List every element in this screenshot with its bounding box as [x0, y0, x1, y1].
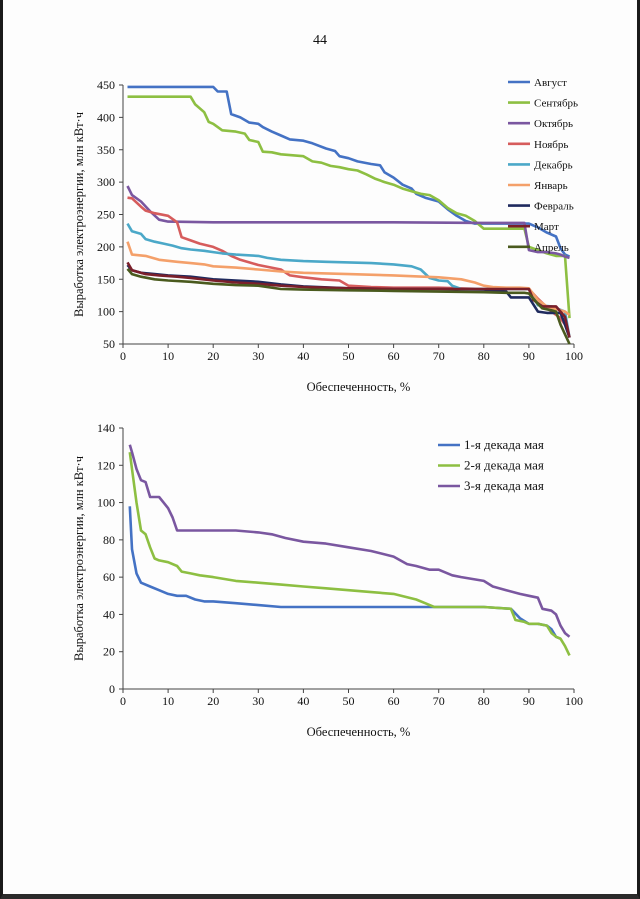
x-axis-title: Обеспеченность, %	[307, 380, 411, 394]
x-tick-label: 90	[523, 349, 535, 363]
legend-label-1: 1-я декада мая	[464, 437, 544, 452]
x-tick-label: 90	[523, 694, 535, 708]
x-tick-label: 20	[207, 694, 219, 708]
y-tick-label: 150	[97, 272, 115, 286]
x-tick-label: 20	[207, 349, 219, 363]
y-tick-label: 250	[97, 208, 115, 222]
y-tick-label: 50	[103, 337, 115, 351]
x-tick-label: 60	[388, 349, 400, 363]
x-tick-label: 10	[162, 349, 174, 363]
y-tick-label: 0	[109, 682, 115, 696]
series-line-3	[128, 444, 571, 638]
page-number: 44	[313, 33, 327, 48]
series-line-3	[126, 185, 570, 260]
legend-label-5: Декабрь	[534, 159, 573, 171]
legend-label-3: 3-я декада мая	[464, 478, 544, 493]
y-tick-label: 100	[97, 305, 115, 319]
legend-label-7: Февраль	[534, 201, 574, 213]
x-tick-label: 80	[478, 694, 490, 708]
y-tick-label: 20	[103, 645, 115, 659]
y-tick-label: 140	[97, 421, 115, 435]
x-tick-label: 0	[120, 694, 126, 708]
legend-label-9: Апрель	[534, 242, 569, 254]
chart-monthly-generation: 50 100 150 200 250 300 350 400 450 0 10 20 30 40 50 60 7…	[72, 77, 583, 394]
legend-label-6: Январь	[534, 180, 568, 192]
x-tick-label: 60	[388, 694, 400, 708]
x-tick-label: 100	[565, 349, 583, 363]
series-line-6	[126, 241, 571, 316]
y-tick-label: 40	[103, 607, 115, 621]
y-tick-label: 400	[97, 110, 115, 124]
legend-label-2: 2-я декада мая	[464, 458, 544, 473]
x-tick-label: 80	[478, 349, 490, 363]
x-tick-label: 70	[433, 694, 445, 708]
x-tick-label: 50	[343, 694, 355, 708]
y-tick-label: 120	[97, 458, 115, 472]
series-line-4	[127, 196, 571, 338]
y-axis-title: Выработка электроэнергии, млн кВт·ч	[72, 456, 86, 661]
x-tick-label: 10	[162, 694, 174, 708]
legend-label-8: Март	[534, 221, 559, 233]
x-axis-title: Обеспеченность, %	[307, 725, 411, 739]
x-tick-label: 70	[433, 349, 445, 363]
chart-may-decades-generation: 0 20 40 60 80 100 120 140 0 10 20 30 40 50 60 70 80 90 100…	[72, 421, 583, 739]
x-tick-label: 50	[343, 349, 355, 363]
series-line-2	[128, 452, 571, 656]
y-tick-label: 100	[97, 496, 115, 510]
legend-label-2: Сентябрь	[534, 98, 578, 110]
y-tick-label: 80	[103, 533, 115, 547]
series-line-2	[127, 95, 571, 319]
y-tick-label: 60	[103, 570, 115, 584]
legend-label-4: Ноябрь	[534, 139, 568, 151]
x-tick-label: 0	[120, 349, 126, 363]
series-line-7	[126, 264, 571, 338]
x-tick-label: 100	[565, 694, 583, 708]
legend-label-3: Октябрь	[534, 118, 573, 130]
y-tick-label: 300	[97, 175, 115, 189]
x-tick-label: 40	[297, 694, 309, 708]
y-tick-label: 450	[97, 78, 115, 92]
series-line-9	[126, 268, 571, 345]
y-tick-label: 200	[97, 240, 115, 254]
series-line-1	[127, 85, 571, 258]
x-tick-label: 30	[252, 694, 264, 708]
y-axis-title: Выработка электроэнергии, млн кВт·ч	[72, 112, 86, 317]
x-tick-label: 30	[252, 349, 264, 363]
series-line-1	[128, 506, 562, 640]
y-tick-label: 350	[97, 143, 115, 157]
legend-label-1: Август	[534, 77, 567, 89]
x-tick-label: 40	[297, 349, 309, 363]
